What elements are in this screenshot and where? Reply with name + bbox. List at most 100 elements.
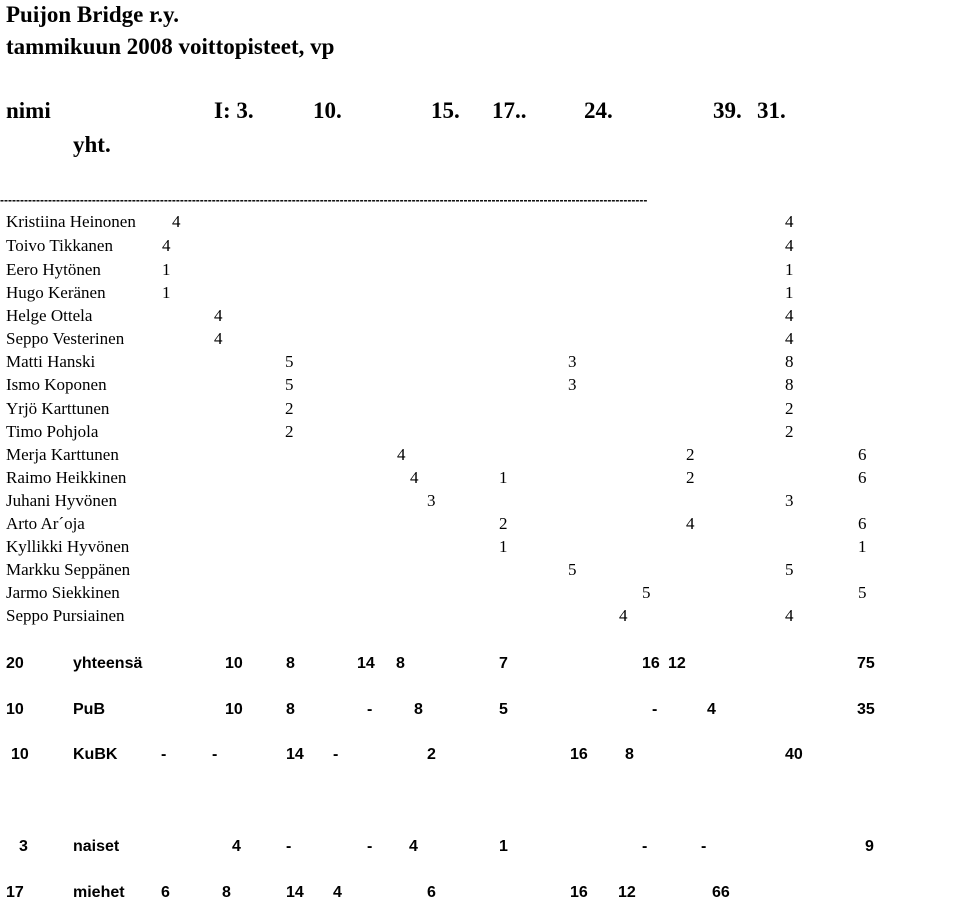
summary-value: - — [367, 838, 373, 855]
summary-total: 40 — [785, 746, 803, 763]
player-name: Hugo Keränen — [6, 283, 106, 302]
player-score: 1 — [162, 260, 171, 279]
player-score: 3 — [568, 375, 577, 394]
summary-value: 6 — [161, 884, 170, 901]
player-name: Seppo Vesterinen — [6, 329, 125, 348]
summary-value: - — [333, 746, 339, 763]
player-total: 2 — [785, 399, 794, 418]
player-score: 2 — [686, 468, 695, 487]
summary-total: 35 — [857, 701, 875, 718]
summary-value: 4 — [409, 838, 418, 855]
summary-value: 7 — [499, 655, 508, 672]
summary-value: 12 — [668, 655, 686, 672]
header-col: 15. — [431, 98, 460, 123]
header-total: yht. — [73, 132, 111, 157]
summary-value: - — [161, 746, 167, 763]
player-total: 4 — [785, 212, 794, 231]
player-name: Seppo Pursiainen — [6, 606, 125, 625]
player-total: 4 — [785, 606, 794, 625]
player-total: 5 — [785, 560, 794, 579]
player-score: 1 — [499, 468, 508, 487]
player-score: 5 — [285, 375, 294, 394]
player-score: 5 — [642, 583, 651, 602]
player-total: 4 — [785, 236, 794, 255]
summary-value: - — [212, 746, 218, 763]
summary-value: - — [642, 838, 648, 855]
player-score: 5 — [568, 560, 577, 579]
player-name: Toivo Tikkanen — [6, 236, 113, 255]
summary-value: 5 — [499, 701, 508, 718]
player-name: Merja Karttunen — [6, 445, 119, 464]
summary-value: 8 — [286, 655, 295, 672]
summary-count: 20 — [6, 655, 24, 672]
summary-label: PuB — [73, 701, 105, 718]
header-col: 31. — [757, 98, 786, 123]
summary-total: 9 — [865, 838, 874, 855]
player-score: 2 — [285, 399, 294, 418]
summary-label: KuBK — [73, 746, 118, 763]
summary-total: 66 — [712, 884, 730, 901]
player-score: 3 — [427, 491, 436, 510]
summary-label: yhteensä — [73, 655, 143, 672]
player-score: 4 — [410, 468, 419, 487]
summary-label: naiset — [73, 838, 120, 855]
player-total: 4 — [785, 306, 794, 325]
player-name: Kyllikki Hyvönen — [6, 537, 130, 556]
header-col: 39. — [713, 98, 742, 123]
player-score: 2 — [686, 445, 695, 464]
summary-value: 8 — [625, 746, 634, 763]
summary-value: 1 — [499, 838, 508, 855]
player-score: 4 — [686, 514, 695, 533]
player-score: 4 — [619, 606, 628, 625]
summary-value: 14 — [286, 884, 304, 901]
player-name: Matti Hanski — [6, 352, 96, 371]
summary-label: miehet — [73, 884, 125, 901]
player-total: 2 — [785, 422, 794, 441]
player-score: 4 — [162, 236, 171, 255]
player-total: 6 — [858, 445, 867, 464]
player-score: 1 — [499, 537, 508, 556]
player-score: 2 — [285, 422, 294, 441]
page-title: Puijon Bridge r.y. — [6, 2, 179, 27]
summary-value: 4 — [707, 701, 716, 718]
player-total: 8 — [785, 352, 794, 371]
summary-value: 10 — [225, 655, 243, 672]
player-score: 2 — [499, 514, 508, 533]
page-subtitle: tammikuun 2008 voittopisteet, vp — [6, 34, 335, 59]
player-name: Timo Pohjola — [6, 422, 99, 441]
player-score: 3 — [568, 352, 577, 371]
summary-value: 4 — [333, 884, 342, 901]
player-name: Helge Ottela — [6, 306, 93, 325]
summary-value: 2 — [427, 746, 436, 763]
player-total: 1 — [785, 260, 794, 279]
header-col: 24. — [584, 98, 613, 123]
player-total: 5 — [858, 583, 867, 602]
summary-value: - — [367, 701, 373, 718]
header-col: I: 3. — [214, 98, 254, 123]
player-name: Markku Seppänen — [6, 560, 131, 579]
player-name: Juhani Hyvönen — [6, 491, 117, 510]
summary-value: 16 — [570, 746, 588, 763]
player-score: 4 — [214, 329, 223, 348]
player-total: 4 — [785, 329, 794, 348]
player-score: 4 — [397, 445, 406, 464]
summary-count: 3 — [19, 838, 28, 855]
summary-value: - — [286, 838, 292, 855]
player-total: 8 — [785, 375, 794, 394]
summary-value: 4 — [232, 838, 241, 855]
header-col: 17.. — [492, 98, 527, 123]
summary-value: 8 — [286, 701, 295, 718]
summary-value: 8 — [414, 701, 423, 718]
player-name: Raimo Heikkinen — [6, 468, 127, 487]
player-name: Yrjö Karttunen — [6, 399, 110, 418]
summary-value: - — [652, 701, 658, 718]
summary-value: 6 — [427, 884, 436, 901]
summary-total: 75 — [857, 655, 875, 672]
summary-value: 16 — [570, 884, 588, 901]
summary-count: 17 — [6, 884, 24, 901]
divider: ----------------------------------------… — [0, 193, 648, 207]
player-total: 1 — [785, 283, 794, 302]
header-col: 10. — [313, 98, 342, 123]
summary-count: 10 — [11, 746, 29, 763]
player-total: 6 — [858, 514, 867, 533]
